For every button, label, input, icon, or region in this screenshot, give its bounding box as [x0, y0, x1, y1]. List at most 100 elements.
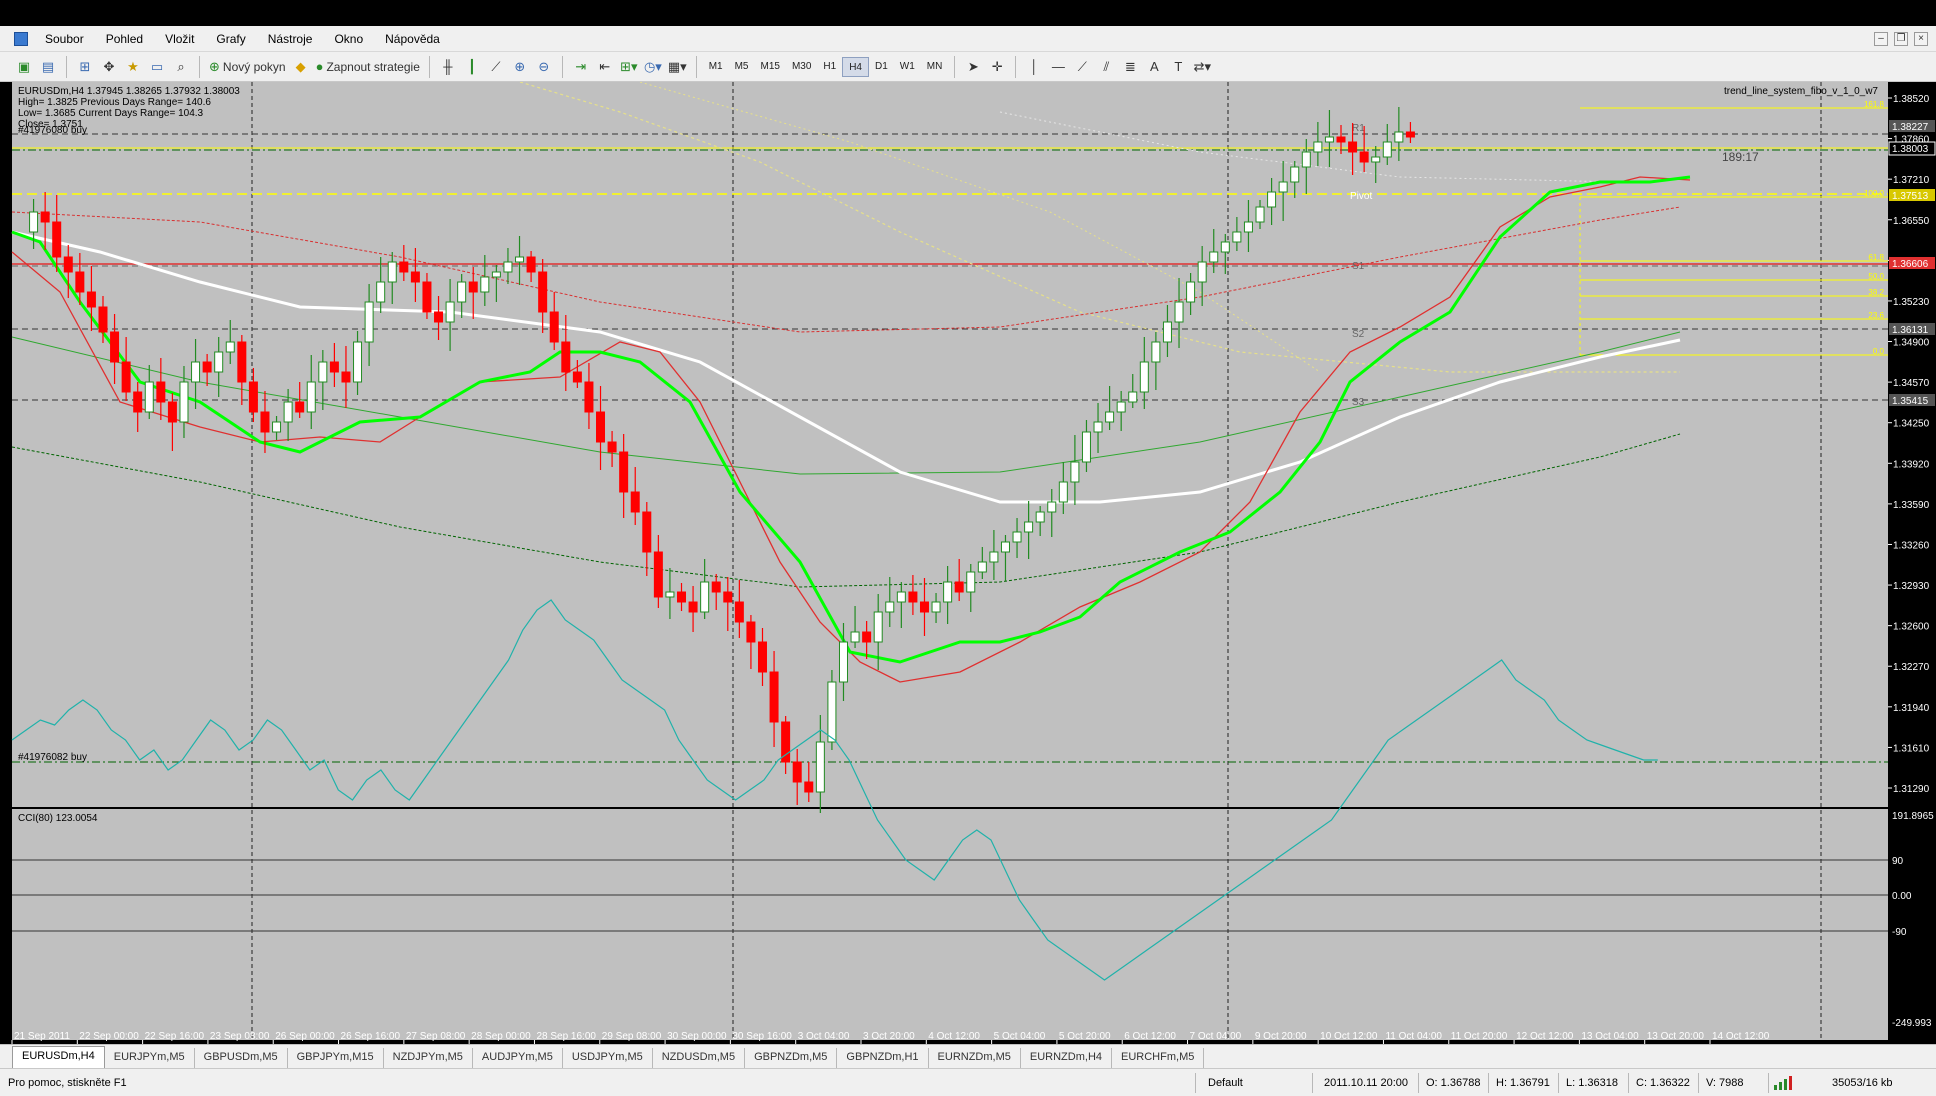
candle-body	[908, 591, 918, 603]
price-marker	[1889, 189, 1935, 201]
status-traffic: 35053/16 kb	[1832, 1077, 1893, 1089]
candle-body	[410, 271, 420, 283]
minimize-icon[interactable]: –	[1874, 32, 1888, 46]
line-chart-icon[interactable]: ⟋	[491, 58, 501, 74]
candle-body	[677, 591, 687, 603]
candle-body	[1313, 141, 1323, 153]
chart-tab[interactable]: GBPNZDm,M5	[745, 1048, 838, 1068]
candle-body	[191, 361, 201, 383]
price-chart[interactable]: R1 Pivot S1 S2 S3 161.8 100.0 61.8 50.0 38.2 23.6…	[0, 82, 1936, 1044]
tf-m5[interactable]: M5	[734, 60, 749, 72]
horizontal-line-icon[interactable]: —	[1051, 59, 1065, 74]
candle-body	[526, 256, 536, 273]
data-window-icon[interactable]: ✥	[103, 58, 115, 74]
zoom-out-icon[interactable]: ⊖	[538, 58, 550, 74]
tf-h1[interactable]: H1	[823, 60, 837, 72]
candle-body	[1382, 141, 1392, 158]
candle-body	[1255, 206, 1265, 223]
bar-chart-icon[interactable]: ╫	[443, 59, 453, 74]
tf-h4[interactable]: H4	[842, 56, 869, 77]
crosshair-icon[interactable]: ✛	[991, 58, 1003, 74]
periods-icon[interactable]: ◷▾	[643, 58, 662, 74]
chart-tab[interactable]: AUDJPYm,M5	[473, 1048, 563, 1068]
text-icon[interactable]: A	[1150, 59, 1159, 74]
candle-body	[1128, 391, 1138, 403]
profiles-icon[interactable]: ▤	[41, 58, 55, 74]
tf-m15[interactable]: M15	[760, 60, 780, 72]
fibo-icon[interactable]: ≣	[1124, 58, 1136, 74]
candle-body	[966, 571, 976, 593]
zoom-in-icon[interactable]: ⊕	[514, 58, 526, 74]
market-watch-icon[interactable]: ⊞	[79, 58, 91, 74]
chart-tab[interactable]: USDJPYm,M5	[563, 1048, 653, 1068]
price-tick: 1.34570	[1893, 378, 1930, 389]
tf-mn[interactable]: MN	[926, 60, 943, 72]
price-marker-label: 1.35415	[1892, 396, 1929, 407]
price-tick: 1.35230	[1893, 297, 1930, 308]
new-chart-icon[interactable]: ▣	[17, 58, 31, 74]
chart-tab[interactable]: NZDJPYm,M5	[384, 1048, 473, 1068]
candle-chart-icon[interactable]: ┃	[467, 58, 476, 74]
metaeditor-icon[interactable]: ◆	[295, 58, 306, 74]
menu-view[interactable]: Pohled	[105, 31, 144, 46]
trendline-icon[interactable]: ⟋	[1077, 58, 1087, 74]
candle-body	[29, 211, 39, 233]
auto-scroll-icon[interactable]: ⇥	[575, 58, 587, 74]
chart-shift-icon[interactable]: ⇤	[599, 58, 611, 74]
tf-m30[interactable]: M30	[791, 60, 812, 72]
chart-tab[interactable]: EURUSDm,H4	[12, 1046, 105, 1068]
price-tick: 1.37210	[1893, 175, 1930, 186]
candle-body	[387, 261, 397, 283]
status-volume: V: 7988	[1706, 1077, 1744, 1089]
menu-insert[interactable]: Vložit	[165, 31, 195, 46]
menu-file[interactable]: Soubor	[45, 31, 84, 46]
candle-body	[491, 271, 501, 278]
chart-info-line4: Close= 1.3751	[18, 119, 83, 130]
candle-body	[179, 381, 189, 423]
price-marker	[1889, 257, 1935, 269]
menu-charts[interactable]: Grafy	[216, 31, 246, 46]
tf-m1[interactable]: M1	[708, 60, 723, 72]
navigator-icon[interactable]: ★	[127, 58, 139, 74]
candle-body	[1220, 241, 1230, 253]
new-order-button[interactable]: ⊕ Nový pokyn	[206, 55, 289, 79]
menu-window[interactable]: Okno	[334, 31, 364, 46]
chart-tab[interactable]: EURNZDm,H4	[1021, 1048, 1113, 1068]
menu-help[interactable]: Nápověda	[385, 31, 440, 46]
tester-icon[interactable]: ⌕	[177, 58, 185, 74]
vertical-line-icon[interactable]: │	[1030, 59, 1039, 74]
terminal-icon[interactable]: ▭	[150, 58, 164, 74]
candle-body	[1324, 136, 1334, 143]
tf-w1[interactable]: W1	[899, 60, 915, 72]
tf-d1[interactable]: D1	[875, 60, 888, 72]
text-label-icon[interactable]: T	[1174, 59, 1183, 74]
fibo-label: 61.8	[1868, 253, 1884, 262]
fibo-label: 38.2	[1868, 288, 1884, 297]
candle-body	[248, 381, 258, 413]
chart-tab[interactable]: EURCHFm,M5	[1112, 1048, 1205, 1068]
date-tick: 28 Sep 00:00	[471, 1031, 531, 1042]
templates-icon[interactable]: ▦▾	[667, 58, 687, 74]
indicators-icon[interactable]: ⊞▾	[620, 58, 638, 74]
price-scale	[1888, 82, 1936, 1044]
chart-tab[interactable]: EURJPYm,M5	[105, 1048, 195, 1068]
chart-tab[interactable]: GBPJPYm,M15	[288, 1048, 384, 1068]
chart-tab[interactable]: GBPNZDm,H1	[837, 1048, 929, 1068]
cursor-icon[interactable]: ➤	[967, 58, 979, 74]
restore-icon[interactable]: ❐	[1894, 32, 1908, 46]
channel-icon[interactable]: ⫽	[1103, 58, 1110, 74]
candle-body	[1093, 421, 1103, 433]
status-bar: Pro pomoc, stiskněte F1 Default 2011.10.…	[0, 1068, 1936, 1096]
close-icon[interactable]: ×	[1914, 32, 1928, 46]
candle-body	[1232, 231, 1242, 243]
menu-tools[interactable]: Nástroje	[267, 31, 313, 46]
status-high: H: 1.36791	[1496, 1077, 1550, 1089]
chart-tab[interactable]: GBPUSDm,M5	[195, 1048, 288, 1068]
strategy-button[interactable]: ● Zapnout strategie	[313, 55, 423, 79]
chart-tab[interactable]: EURNZDm,M5	[929, 1048, 1021, 1068]
arrows-icon[interactable]: ⇄▾	[1193, 58, 1212, 74]
chart-tab[interactable]: NZDUSDm,M5	[653, 1048, 746, 1068]
fibo-levels	[1579, 107, 1888, 356]
candle-body	[734, 601, 744, 623]
fibo-label: 161.8	[1864, 100, 1885, 109]
